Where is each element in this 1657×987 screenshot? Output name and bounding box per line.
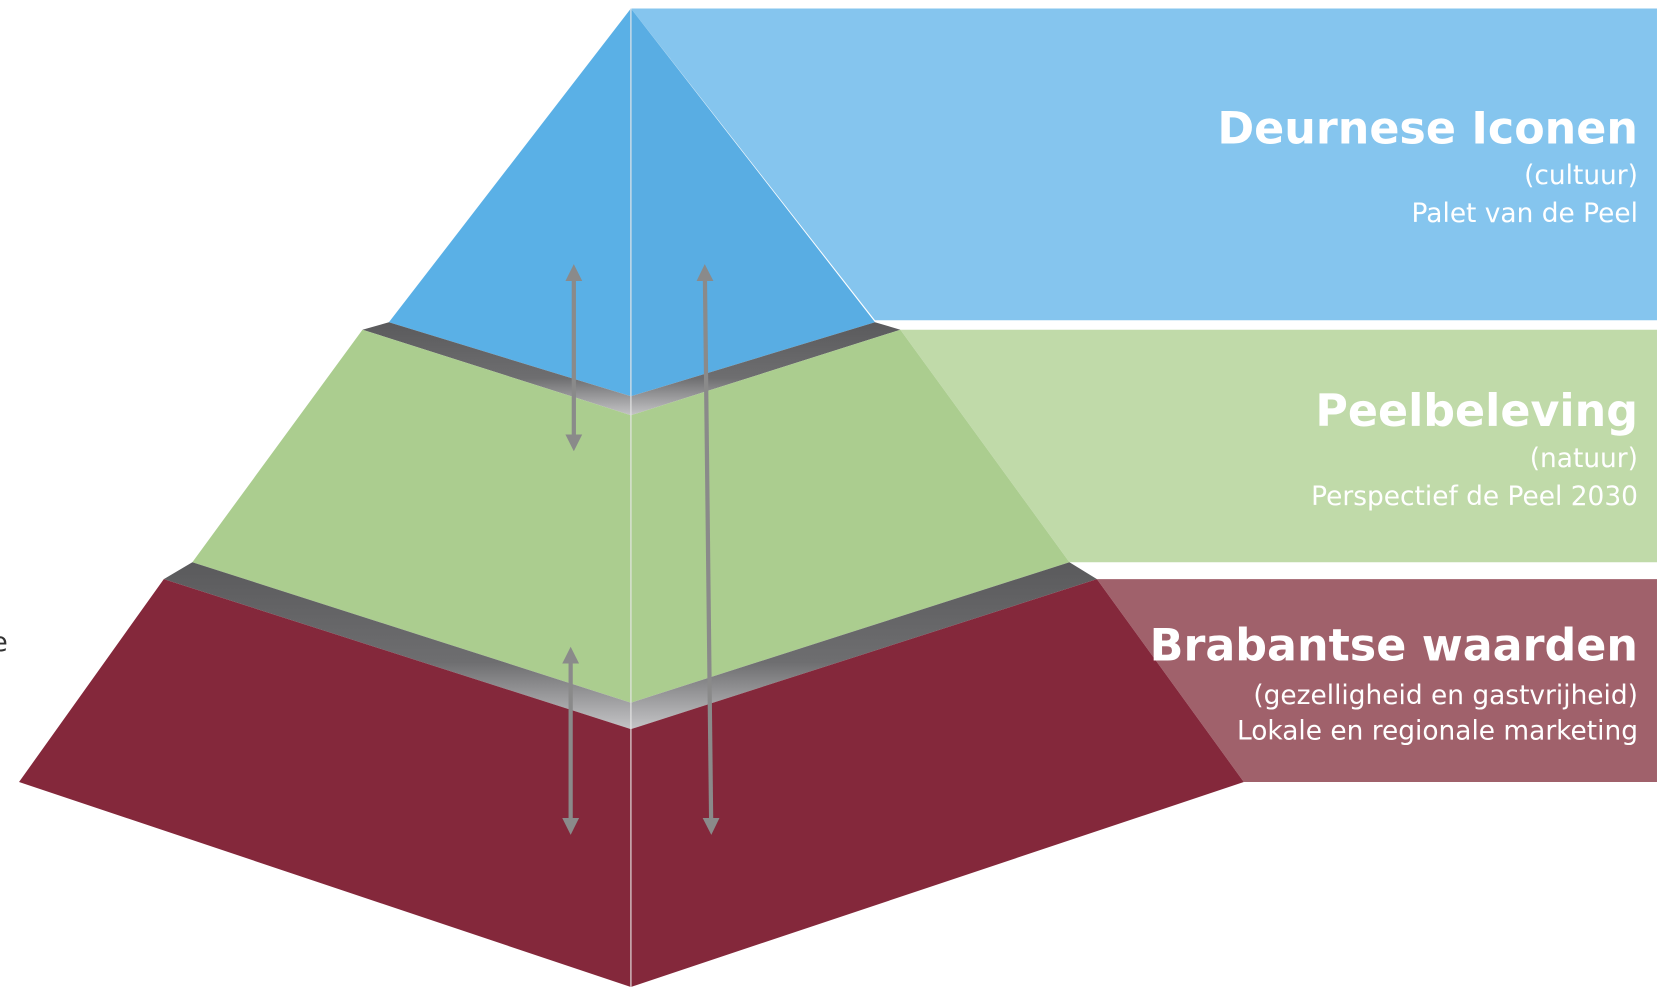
level-description: Palet van de Peel xyxy=(1412,198,1638,229)
tier-top-right xyxy=(630,8,875,397)
level-subtitle: (cultuur) xyxy=(1524,160,1638,191)
level-description: Lokale en regionale marketing xyxy=(1237,716,1638,747)
level-title: Deurnese Iconen xyxy=(1217,104,1638,155)
level-description: Perspectief de Peel 2030 xyxy=(1311,481,1638,512)
level-title: Peelbeleving xyxy=(1315,386,1638,437)
banner-bottom xyxy=(1096,579,1657,782)
level-subtitle: (natuur) xyxy=(1530,443,1638,474)
side-label: e xyxy=(0,627,8,658)
banner-middle xyxy=(900,329,1657,563)
arrow xyxy=(696,264,720,835)
level-subtitle: (gezelligheid en gastvrijheid) xyxy=(1253,680,1638,711)
banner-top xyxy=(630,8,1657,321)
level-title: Brabantse waarden xyxy=(1150,620,1638,671)
